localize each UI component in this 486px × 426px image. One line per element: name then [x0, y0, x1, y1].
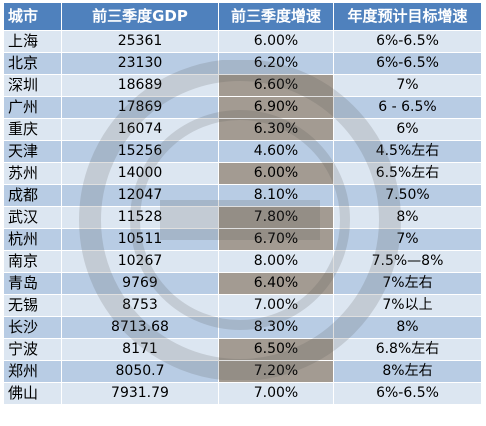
target-cell: 7%: [333, 228, 482, 251]
gdp-cell: 8171: [61, 338, 219, 361]
growth-cell: 7.00%: [218, 294, 334, 317]
gdp-cell: 10267: [61, 250, 219, 273]
target-cell: 6%-6.5%: [333, 382, 482, 405]
table-row: 宁波 8171 6.50% 6.8%左右: [3, 338, 482, 361]
table-row: 郑州 8050.7 7.20% 8%左右: [3, 360, 482, 383]
table-row: 成都 12047 8.10% 7.50%: [3, 184, 482, 207]
growth-cell: 7.20%: [218, 360, 334, 383]
gdp-cell: 11528: [61, 206, 219, 229]
growth-cell: 6.20%: [218, 52, 334, 75]
growth-cell: 7.80%: [218, 206, 334, 229]
header-target: 年度预计目标增速: [333, 2, 482, 31]
city-cell: 苏州: [3, 162, 62, 185]
city-cell: 武汉: [3, 206, 62, 229]
table-row: 深圳 18689 6.60% 7%: [3, 74, 482, 97]
table-row: 重庆 16074 6.30% 6%: [3, 118, 482, 141]
city-cell: 重庆: [3, 118, 62, 141]
city-cell: 上海: [3, 30, 62, 53]
city-cell: 深圳: [3, 74, 62, 97]
gdp-cell: 8713.68: [61, 316, 219, 339]
target-cell: 8%: [333, 316, 482, 339]
gdp-cell: 12047: [61, 184, 219, 207]
table-row: 上海 25361 6.00% 6%-6.5%: [3, 30, 482, 53]
gdp-cell: 23130: [61, 52, 219, 75]
target-cell: 8%: [333, 206, 482, 229]
city-cell: 青岛: [3, 272, 62, 295]
target-cell: 7.50%: [333, 184, 482, 207]
table-row: 广州 17869 6.90% 6 - 6.5%: [3, 96, 482, 119]
city-cell: 长沙: [3, 316, 62, 339]
gdp-cell: 10511: [61, 228, 219, 251]
city-cell: 成都: [3, 184, 62, 207]
growth-cell: 6.00%: [218, 30, 334, 53]
target-cell: 6%-6.5%: [333, 30, 482, 53]
target-cell: 6.8%左右: [333, 338, 482, 361]
growth-cell: 8.10%: [218, 184, 334, 207]
table-row: 长沙 8713.68 8.30% 8%: [3, 316, 482, 339]
header-city: 城市: [3, 2, 62, 31]
city-cell: 杭州: [3, 228, 62, 251]
target-cell: 6%-6.5%: [333, 52, 482, 75]
target-cell: 6.5%左右: [333, 162, 482, 185]
growth-cell: 4.60%: [218, 140, 334, 163]
target-cell: 7%以上: [333, 294, 482, 317]
gdp-cell: 14000: [61, 162, 219, 185]
table-row: 北京 23130 6.20% 6%-6.5%: [3, 52, 482, 75]
growth-cell: 6.60%: [218, 74, 334, 97]
growth-cell: 6.50%: [218, 338, 334, 361]
table-row: 苏州 14000 6.00% 6.5%左右: [3, 162, 482, 185]
gdp-cell: 8753: [61, 294, 219, 317]
header-gdp: 前三季度GDP: [61, 2, 219, 31]
table-row: 天津 15256 4.60% 4.5%左右: [3, 140, 482, 163]
target-cell: 7%: [333, 74, 482, 97]
growth-cell: 8.30%: [218, 316, 334, 339]
city-cell: 天津: [3, 140, 62, 163]
gdp-cell: 25361: [61, 30, 219, 53]
gdp-cell: 9769: [61, 272, 219, 295]
growth-cell: 6.30%: [218, 118, 334, 141]
table-row: 南京 10267 8.00% 7.5%—8%: [3, 250, 482, 273]
table-row: 武汉 11528 7.80% 8%: [3, 206, 482, 229]
target-cell: 7.5%—8%: [333, 250, 482, 273]
gdp-cell: 7931.79: [61, 382, 219, 405]
target-cell: 8%左右: [333, 360, 482, 383]
gdp-cell: 17869: [61, 96, 219, 119]
growth-cell: 6.40%: [218, 272, 334, 295]
header-row: 城市 前三季度GDP 前三季度增速 年度预计目标增速: [3, 2, 482, 31]
city-gdp-table: 城市 前三季度GDP 前三季度增速 年度预计目标增速 上海 25361 6.00% 6…: [3, 2, 482, 405]
target-cell: 7%左右: [333, 272, 482, 295]
table-row: 佛山 7931.79 7.00% 6%-6.5%: [3, 382, 482, 405]
table-row: 无锡 8753 7.00% 7%以上: [3, 294, 482, 317]
target-cell: 4.5%左右: [333, 140, 482, 163]
growth-cell: 8.00%: [218, 250, 334, 273]
gdp-cell: 8050.7: [61, 360, 219, 383]
city-cell: 广州: [3, 96, 62, 119]
city-cell: 南京: [3, 250, 62, 273]
growth-cell: 6.70%: [218, 228, 334, 251]
city-cell: 无锡: [3, 294, 62, 317]
table-row: 杭州 10511 6.70% 7%: [3, 228, 482, 251]
target-cell: 6%: [333, 118, 482, 141]
gdp-cell: 15256: [61, 140, 219, 163]
growth-cell: 7.00%: [218, 382, 334, 405]
city-cell: 北京: [3, 52, 62, 75]
table-row: 青岛 9769 6.40% 7%左右: [3, 272, 482, 295]
city-cell: 郑州: [3, 360, 62, 383]
header-growth: 前三季度增速: [218, 2, 334, 31]
gdp-cell: 18689: [61, 74, 219, 97]
growth-cell: 6.00%: [218, 162, 334, 185]
table-body: 上海 25361 6.00% 6%-6.5% 北京 23130 6.20% 6%-6.5% 深圳…: [3, 30, 482, 405]
target-cell: 6 - 6.5%: [333, 96, 482, 119]
gdp-cell: 16074: [61, 118, 219, 141]
growth-cell: 6.90%: [218, 96, 334, 119]
city-cell: 佛山: [3, 382, 62, 405]
city-cell: 宁波: [3, 338, 62, 361]
